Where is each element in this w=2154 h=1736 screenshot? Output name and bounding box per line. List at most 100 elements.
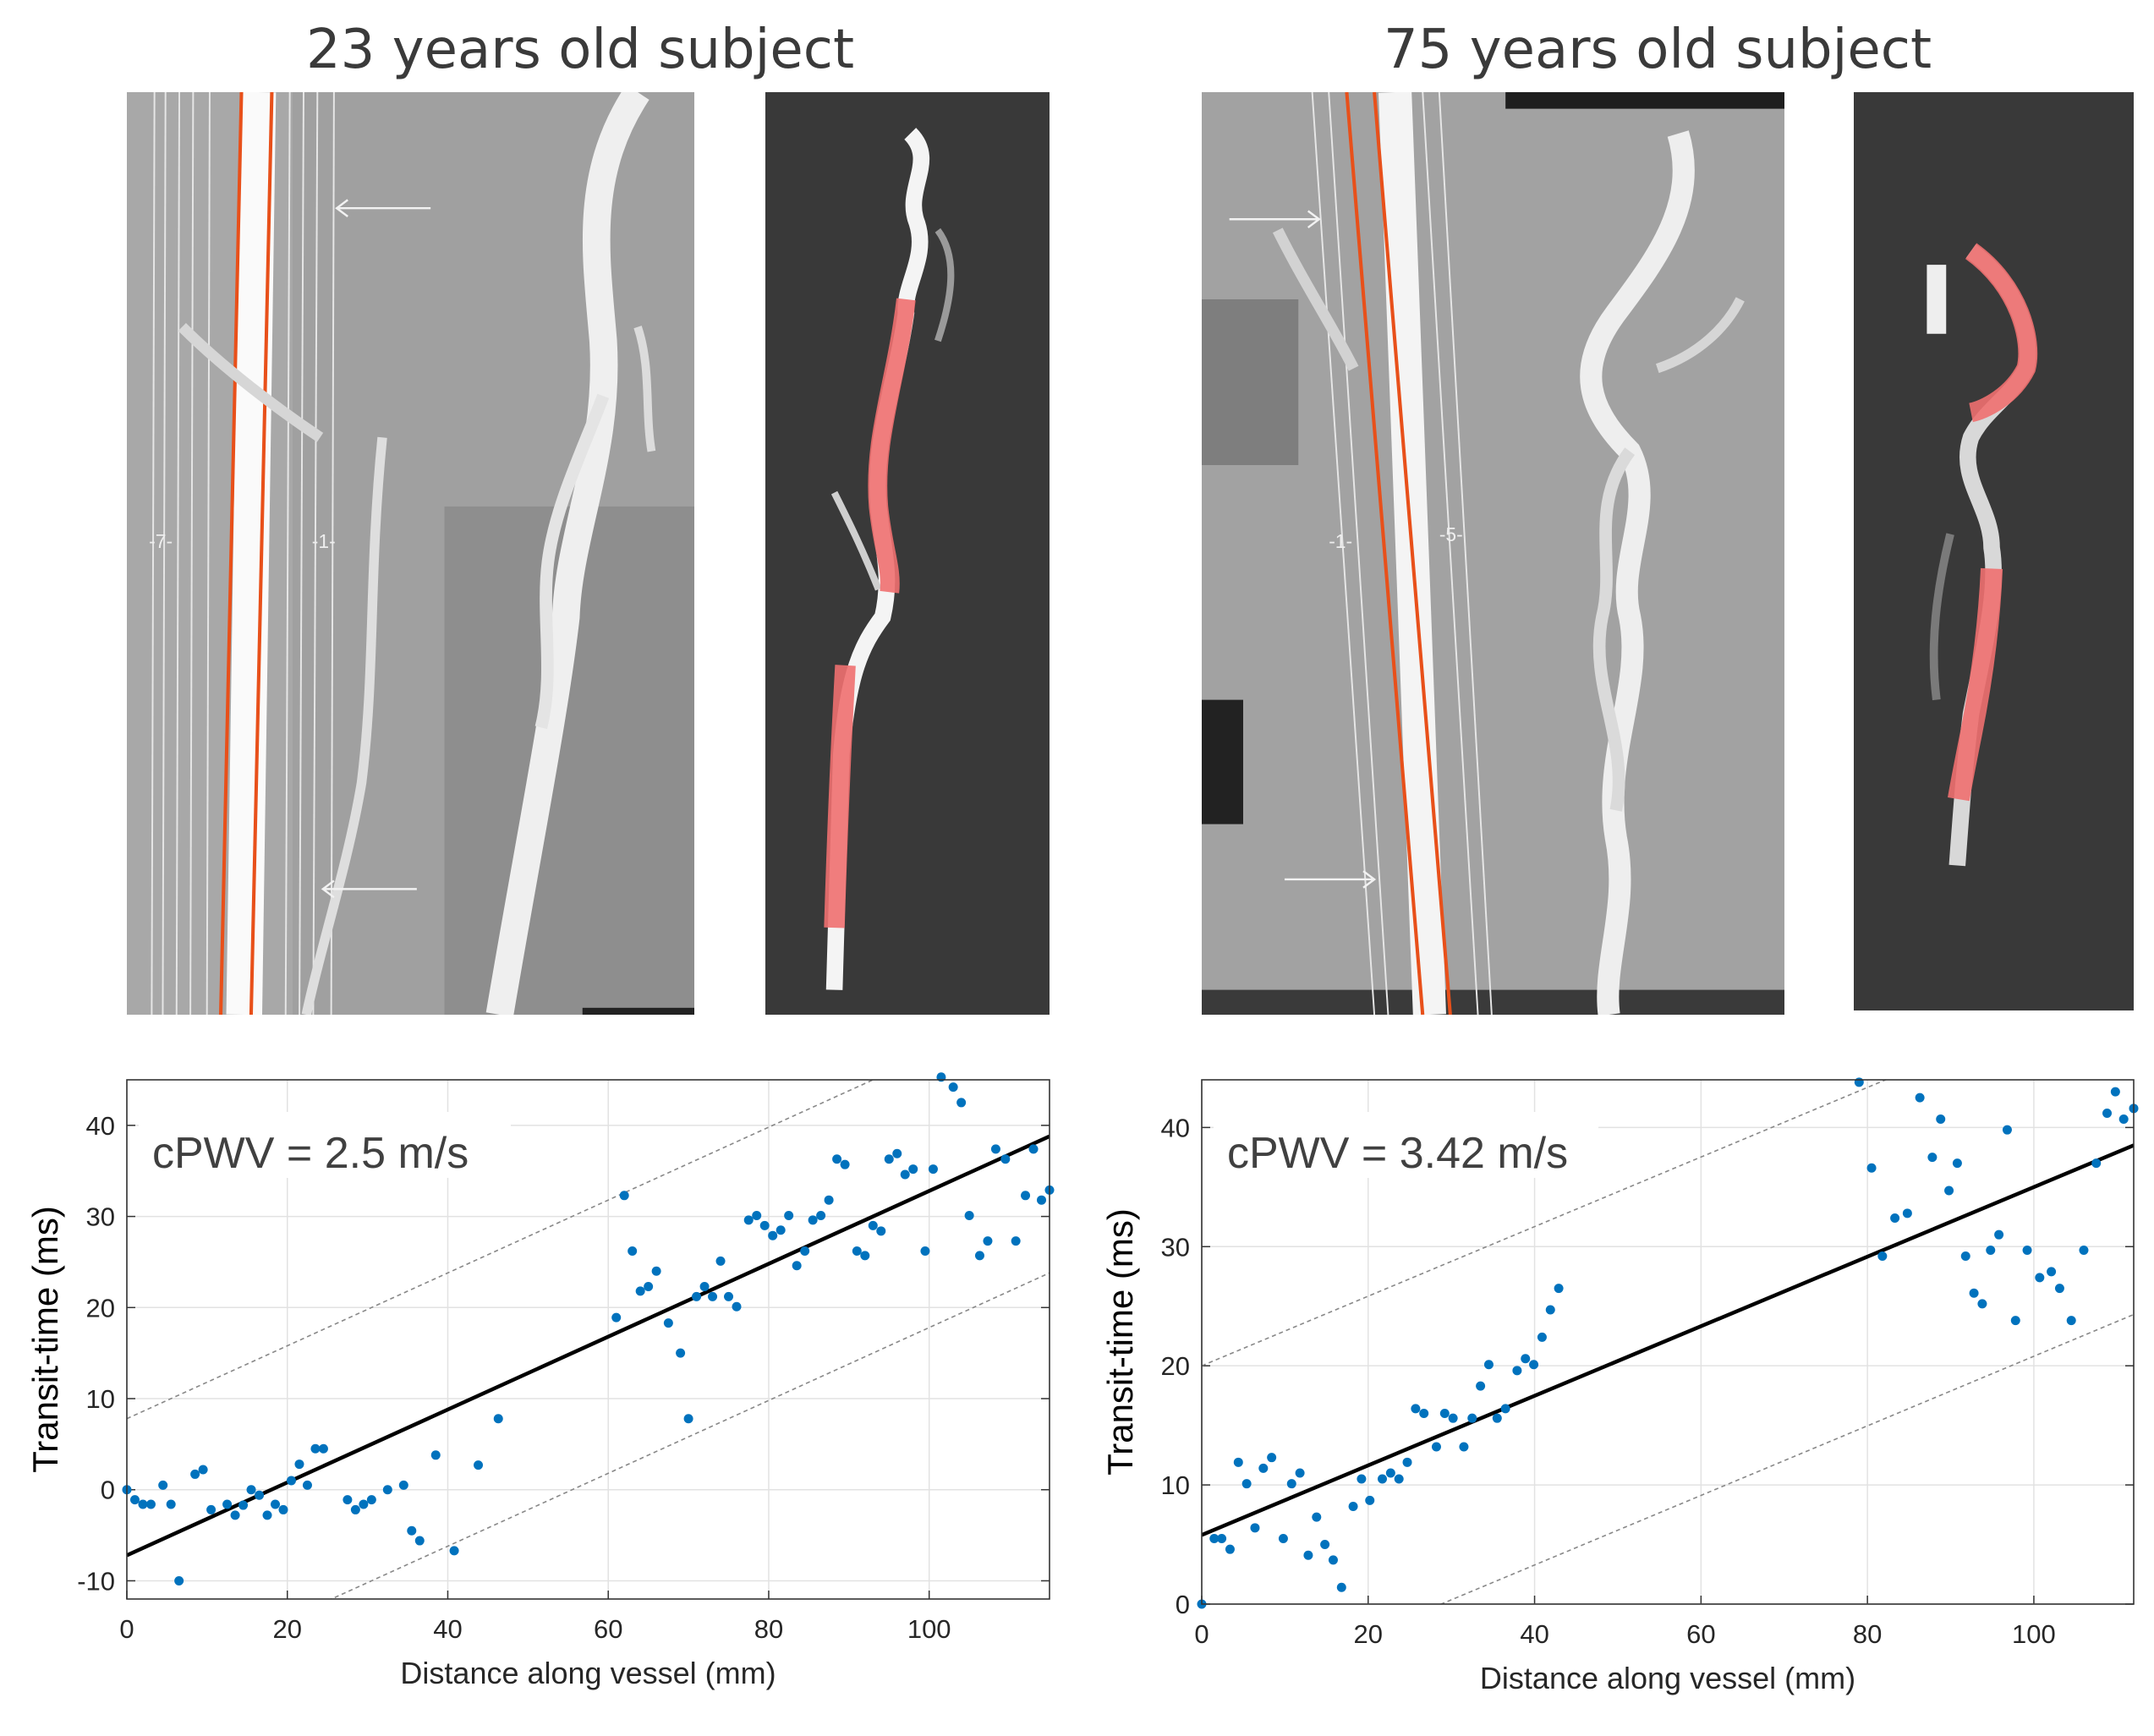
- data-point: [1233, 1457, 1243, 1467]
- data-point: [651, 1266, 661, 1276]
- cpwv-annotation: cPWV = 3.42 m/s: [1227, 1129, 1568, 1178]
- regression-fit-line: [1202, 1143, 2134, 1537]
- data-point: [974, 1251, 984, 1261]
- data-point: [359, 1499, 369, 1509]
- data-point: [1994, 1229, 2004, 1240]
- data-point: [1467, 1413, 1477, 1423]
- data-point: [1521, 1354, 1531, 1364]
- data-point: [2010, 1316, 2020, 1326]
- data-point: [1241, 1479, 1252, 1489]
- data-point: [1037, 1195, 1047, 1205]
- x-tick-label: 100: [907, 1614, 951, 1644]
- y-tick-label: 20: [86, 1293, 115, 1323]
- data-point: [2002, 1125, 2012, 1135]
- confidence-bound-line: [1439, 1313, 2134, 1604]
- data-point: [792, 1261, 802, 1271]
- data-point: [840, 1159, 850, 1169]
- data-point: [1225, 1544, 1235, 1554]
- data-point: [644, 1282, 654, 1292]
- data-point: [262, 1510, 272, 1520]
- data-point: [732, 1301, 742, 1312]
- x-tick-label: 60: [594, 1614, 622, 1644]
- x-tick-label: 100: [2012, 1619, 2056, 1649]
- data-point: [1286, 1479, 1296, 1489]
- plot-area: [127, 1080, 1050, 1599]
- data-point: [1448, 1413, 1458, 1423]
- data-point: [884, 1154, 894, 1164]
- data-point: [715, 1256, 726, 1266]
- data-point: [1854, 1077, 1864, 1087]
- data-point: [784, 1211, 794, 1221]
- young-segmented-vessel-image: [765, 92, 1050, 1015]
- y-tick-label: 20: [1161, 1351, 1190, 1381]
- data-point: [1278, 1534, 1288, 1543]
- y-tick-label: 0: [101, 1476, 115, 1505]
- data-point: [1977, 1299, 1987, 1309]
- data-point: [2110, 1087, 2120, 1097]
- data-point: [2022, 1246, 2032, 1255]
- data-point: [1960, 1251, 1970, 1262]
- slice-label: -1-: [1329, 530, 1352, 552]
- data-point: [635, 1286, 645, 1296]
- x-tick-label: 80: [754, 1614, 783, 1644]
- data-point: [1890, 1213, 1900, 1223]
- data-point: [611, 1312, 622, 1323]
- y-tick-label: 10: [1161, 1470, 1190, 1500]
- data-point: [1529, 1360, 1539, 1370]
- data-point: [1476, 1381, 1486, 1391]
- data-point: [1402, 1457, 1412, 1467]
- data-point: [1209, 1534, 1220, 1543]
- data-point: [1419, 1409, 1429, 1419]
- x-tick-label: 80: [1853, 1619, 1882, 1649]
- y-tick-label: 30: [1161, 1232, 1190, 1262]
- data-point: [1312, 1512, 1322, 1522]
- data-point: [852, 1246, 862, 1257]
- y-tick-label: 30: [86, 1202, 115, 1232]
- data-point: [238, 1500, 249, 1510]
- x-tick-label: 60: [1686, 1619, 1715, 1649]
- data-point: [1357, 1474, 1367, 1484]
- data-point: [382, 1485, 392, 1495]
- arrow-marker-icon: [1229, 210, 1377, 889]
- data-point: [1303, 1550, 1313, 1560]
- data-point: [1439, 1409, 1450, 1419]
- data-point: [908, 1164, 918, 1175]
- data-point: [449, 1546, 459, 1556]
- data-point: [1927, 1153, 1938, 1163]
- data-point: [692, 1291, 702, 1301]
- data-point: [1459, 1442, 1469, 1452]
- data-point: [350, 1504, 360, 1514]
- old-transit-time-chart: 0 20 40 60 80 100 0 10 20 30 40 cPWV = 3.42 m/s Dist…: [1100, 1077, 2139, 1695]
- data-point: [1328, 1555, 1338, 1565]
- cpwv-annotation: cPWV = 2.5 m/s: [152, 1129, 469, 1178]
- data-point: [2102, 1108, 2113, 1118]
- data-point: [724, 1291, 734, 1301]
- data-point: [1537, 1332, 1547, 1342]
- data-point: [2066, 1316, 2076, 1326]
- data-point: [1944, 1186, 1954, 1196]
- data-point: [310, 1443, 321, 1454]
- data-point: [294, 1459, 304, 1470]
- data-point: [1986, 1246, 1996, 1255]
- data-point: [1385, 1468, 1395, 1478]
- data-point: [230, 1510, 240, 1520]
- x-tick-label: 0: [1194, 1619, 1209, 1649]
- plot-area: [1202, 1080, 2134, 1604]
- data-point: [2047, 1267, 2057, 1277]
- data-point: [1936, 1114, 1946, 1124]
- y-tick-label: 40: [1161, 1113, 1190, 1142]
- confidence-bound-line: [127, 1080, 875, 1420]
- axes-frame: [126, 1079, 1050, 1600]
- data-point: [2118, 1114, 2129, 1124]
- data-point: [1431, 1442, 1441, 1452]
- left-panel-title: 23 years old subject: [305, 19, 855, 81]
- data-point: [683, 1414, 693, 1424]
- data-point: [1320, 1540, 1330, 1550]
- data-point: [990, 1144, 1000, 1154]
- data-point: [493, 1414, 503, 1424]
- data-point: [1394, 1474, 1404, 1484]
- data-point: [343, 1495, 353, 1505]
- data-point: [271, 1499, 281, 1509]
- data-point: [800, 1246, 810, 1257]
- x-axis-label: Distance along vessel (mm): [400, 1656, 776, 1690]
